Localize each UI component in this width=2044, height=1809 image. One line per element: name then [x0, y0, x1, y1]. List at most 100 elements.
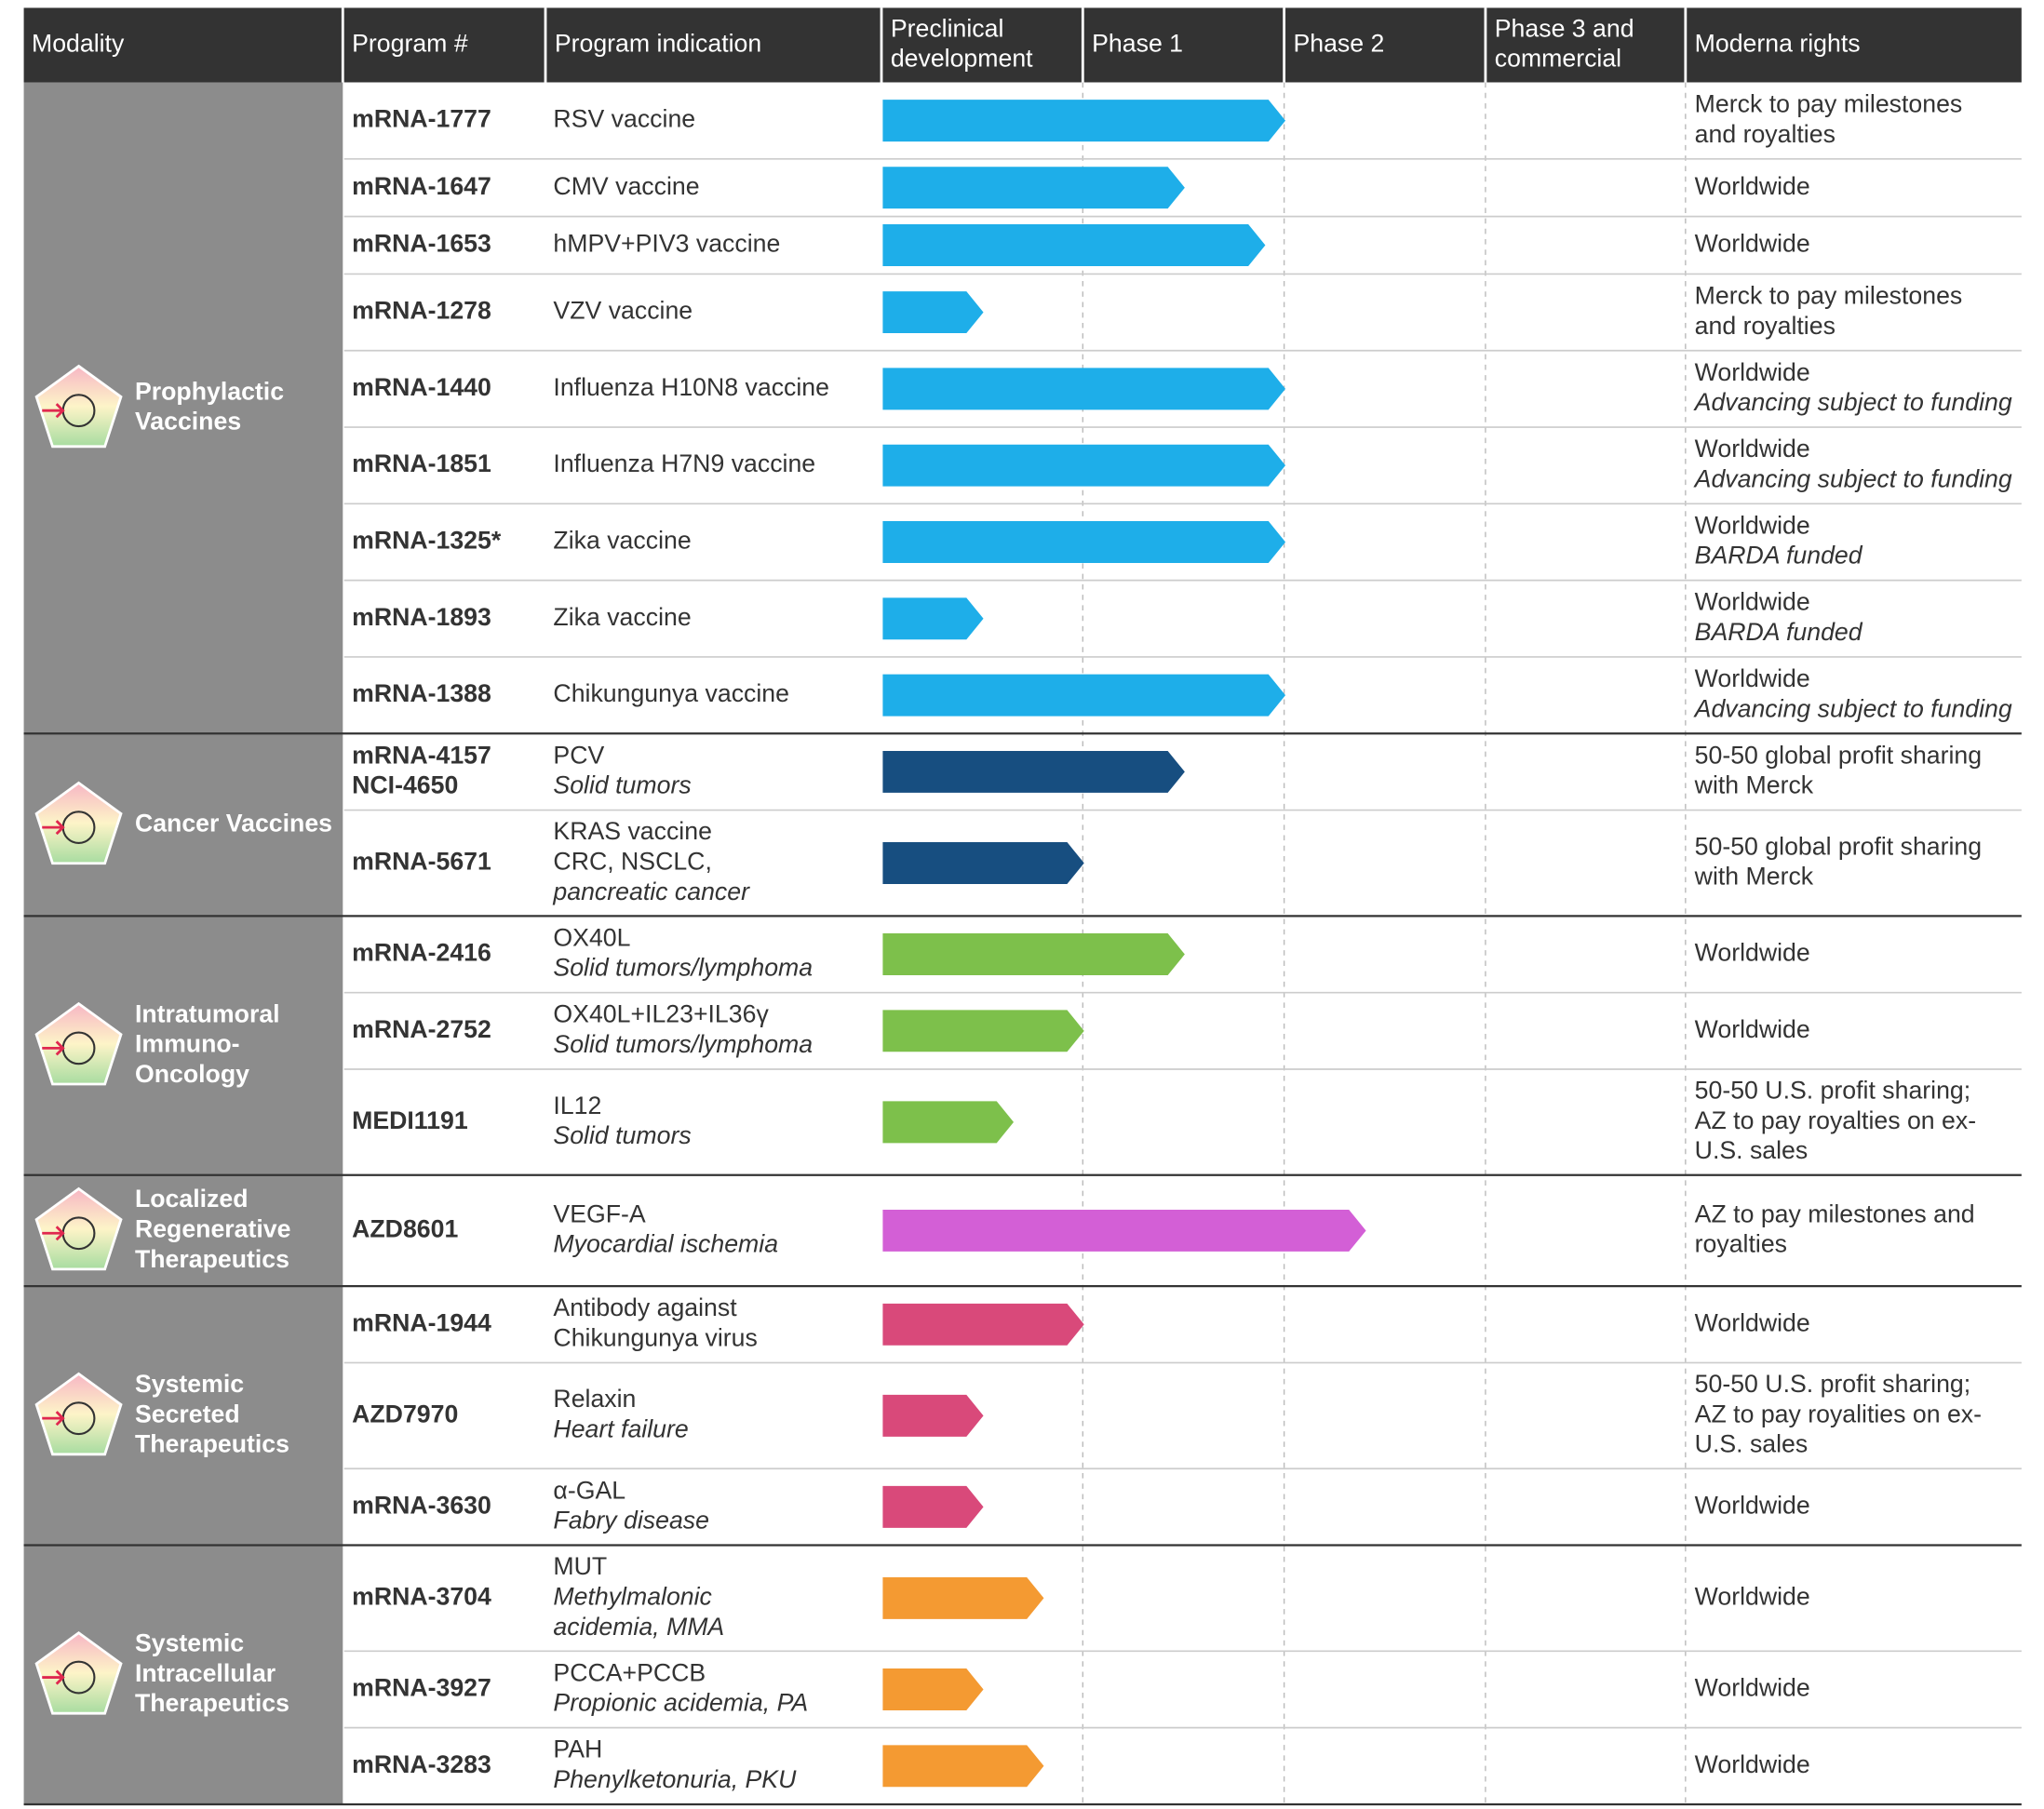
header-bar — [23, 7, 2022, 83]
modality-icon — [34, 1372, 123, 1456]
indication-detail: Fabry disease — [553, 1507, 709, 1534]
rights: AZ to pay milestones and — [1695, 1199, 1975, 1227]
program-id: mRNA-1893 — [352, 603, 491, 631]
indication: Influenza H10N8 vaccine — [553, 373, 829, 401]
rights-note: BARDA funded — [1695, 542, 1863, 570]
modality-icon — [34, 1001, 123, 1086]
column-header: Program # — [352, 30, 468, 58]
rights: Worldwide — [1695, 1491, 1810, 1519]
rights: Worldwide — [1695, 1582, 1810, 1610]
modality-icon — [34, 364, 123, 449]
indication: CMV vaccine — [553, 172, 699, 200]
program-id: mRNA-2416 — [352, 939, 491, 967]
column-header: Moderna rights — [1695, 30, 1861, 58]
progress-arrow — [882, 1745, 1044, 1788]
rights: and royalties — [1695, 312, 1836, 340]
rights: U.S. sales — [1695, 1136, 1809, 1164]
rights: 50-50 global profit sharing — [1695, 741, 1982, 769]
rights: 50-50 U.S. profit sharing; — [1695, 1370, 1971, 1398]
modality-icon-arrow — [42, 1669, 65, 1685]
progress-arrow — [882, 1101, 1015, 1144]
progress-arrow — [882, 167, 1185, 209]
program-id: mRNA-1647 — [352, 172, 491, 200]
progress-arrow — [882, 1010, 1084, 1052]
progress-arrow — [882, 933, 1185, 975]
program-id: mRNA-1653 — [352, 230, 491, 258]
modality-icon — [34, 781, 123, 865]
modality-label: Prophylactic — [135, 377, 284, 405]
program-id: mRNA-1851 — [352, 449, 491, 477]
column-header: Preclinical — [891, 14, 1004, 42]
program-id: mRNA-1325* — [352, 527, 502, 555]
indication-detail: Propionic acidemia, PA — [553, 1689, 808, 1717]
progress-arrow — [882, 841, 1084, 884]
rights: with Merck — [1694, 863, 1814, 891]
column-header: Program indication — [555, 30, 761, 58]
modality-label: Localized — [135, 1185, 249, 1213]
rights: Worldwide — [1695, 1308, 1810, 1336]
progress-arrow — [882, 1668, 984, 1710]
indication: Chikungunya vaccine — [553, 679, 789, 707]
rights: Worldwide — [1695, 939, 1810, 967]
rights: Worldwide — [1695, 1674, 1810, 1702]
rights: AZ to pay royalities on ex- — [1695, 1400, 1982, 1427]
program-id: mRNA-1278 — [352, 297, 491, 325]
indication-detail: acidemia, MMA — [553, 1613, 724, 1641]
indication: Relaxin — [553, 1385, 636, 1413]
rights: Worldwide — [1695, 230, 1810, 258]
indication: OX40L+IL23+IL36γ — [553, 1000, 769, 1028]
indication: CRC, NSCLC, — [553, 848, 711, 876]
modality-label: Therapeutics — [135, 1245, 289, 1273]
program-id: mRNA-3630 — [352, 1491, 491, 1519]
modality-label: Regenerative — [135, 1215, 291, 1243]
rights: 50-50 global profit sharing — [1695, 832, 1982, 860]
indication: VZV vaccine — [553, 297, 693, 325]
modality-icon-arrow — [42, 403, 65, 419]
progress-arrow — [882, 100, 1286, 142]
indication-detail: Solid tumors — [553, 771, 691, 799]
progress-arrow — [882, 368, 1286, 410]
modality-label: Immuno- — [135, 1030, 240, 1058]
program-id: mRNA-1944 — [352, 1308, 491, 1336]
column-header: Modality — [32, 30, 125, 58]
modality-label: Systemic — [135, 1628, 244, 1656]
modality-icon-arrow — [42, 1226, 65, 1241]
modality-label: Intratumoral — [135, 999, 280, 1027]
modality-icon — [34, 1631, 123, 1715]
indication-detail: Myocardial ischemia — [553, 1230, 778, 1258]
program-id: mRNA-3283 — [352, 1750, 491, 1778]
progress-arrow — [882, 674, 1286, 717]
modality-label: Therapeutics — [135, 1430, 289, 1458]
indication: PCCA+PCCB — [553, 1658, 706, 1686]
indication-detail: pancreatic cancer — [552, 878, 750, 905]
rights-note: Advancing subject to funding — [1693, 388, 2012, 416]
program-id: NCI-4650 — [352, 771, 458, 799]
rights: Worldwide — [1695, 1750, 1810, 1778]
rights: Worldwide — [1695, 172, 1810, 200]
indication: Chikungunya virus — [553, 1324, 757, 1352]
modality-label: Secreted — [135, 1400, 240, 1427]
progress-arrow — [882, 1209, 1366, 1252]
modality-icon-arrow — [42, 1411, 65, 1427]
progress-arrow — [882, 1576, 1044, 1619]
progress-arrow — [882, 521, 1286, 563]
program-id: mRNA-2752 — [352, 1015, 491, 1043]
modality-label: Oncology — [135, 1060, 249, 1088]
indication-detail: Heart failure — [553, 1415, 688, 1443]
indication: Antibody against — [553, 1293, 737, 1321]
modality-icon — [34, 1186, 123, 1271]
program-id: mRNA-3704 — [352, 1582, 491, 1610]
rights: AZ to pay royalties on ex- — [1695, 1106, 1976, 1134]
indication: VEGF-A — [553, 1199, 646, 1227]
program-id: MEDI1191 — [352, 1106, 468, 1134]
modality-label: Systemic — [135, 1370, 244, 1398]
column-header: commercial — [1495, 45, 1621, 73]
rights: royalties — [1695, 1230, 1787, 1258]
program-id: AZD8601 — [352, 1215, 458, 1243]
indication: α-GAL — [553, 1476, 625, 1504]
program-id: mRNA-1777 — [352, 105, 491, 133]
rights: Worldwide — [1695, 664, 1810, 692]
rights: Worldwide — [1695, 511, 1810, 539]
indication-detail: Solid tumors/lymphoma — [553, 1030, 813, 1058]
indication: MUT — [553, 1552, 607, 1580]
